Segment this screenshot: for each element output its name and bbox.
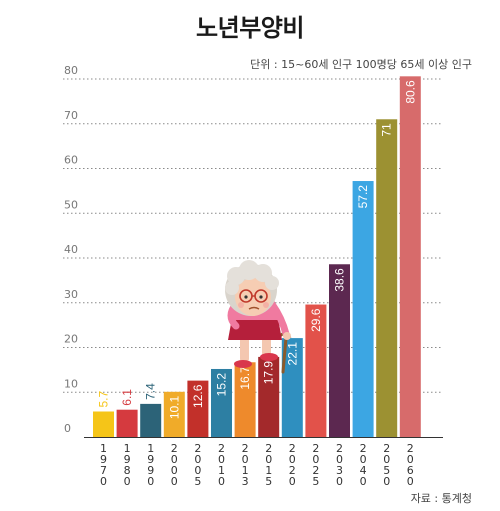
- bar-2040: [352, 181, 374, 437]
- value-label: 10.1: [167, 395, 181, 419]
- value-label: 7.4: [144, 383, 158, 400]
- bar-2013: [234, 362, 256, 437]
- y-tick-label: 10: [64, 377, 78, 390]
- value-label: 80.6: [403, 80, 417, 104]
- chart-title: 노년부양비: [196, 14, 304, 42]
- bar-1990: [140, 403, 162, 437]
- value-label: 16.7: [238, 366, 252, 390]
- y-tick-label: 70: [64, 109, 78, 122]
- y-tick-label: 80: [64, 64, 78, 77]
- bar-1970: [93, 411, 114, 437]
- value-label: 6.1: [120, 389, 134, 406]
- bar-2020: [281, 338, 303, 437]
- bar-2030: [329, 264, 350, 437]
- value-label: 22.1: [285, 342, 299, 366]
- bar-1980: [116, 409, 138, 437]
- source-note: 자료 : 통계청: [410, 492, 472, 505]
- value-label: 38.6: [333, 268, 347, 292]
- value-label: 71: [380, 123, 394, 137]
- bar-2060: [399, 76, 421, 437]
- y-tick-label: 20: [64, 333, 78, 346]
- elderly-woman-illustration: [225, 260, 292, 374]
- value-label: 12.6: [191, 384, 205, 408]
- bar-2000: [163, 391, 185, 437]
- bar-2025: [305, 304, 327, 437]
- y-tick-label: 30: [64, 288, 78, 301]
- bar-2050: [376, 119, 398, 438]
- value-label: 57.2: [356, 185, 370, 209]
- bar-2005: [187, 380, 209, 437]
- bar-2015: [258, 356, 280, 437]
- y-tick-label: 0: [64, 422, 71, 435]
- bar-2010: [211, 368, 232, 437]
- unit-note: 단위 : 15~60세 인구 100명당 65세 이상 인구: [250, 58, 472, 71]
- y-tick-label: 60: [64, 154, 78, 167]
- y-tick-label: 40: [64, 243, 78, 256]
- value-label: 29.6: [309, 308, 323, 332]
- value-label: 17.9: [262, 361, 276, 385]
- y-tick-label: 50: [64, 198, 78, 211]
- value-label: 15.2: [215, 373, 229, 397]
- value-label: 5.7: [97, 390, 111, 407]
